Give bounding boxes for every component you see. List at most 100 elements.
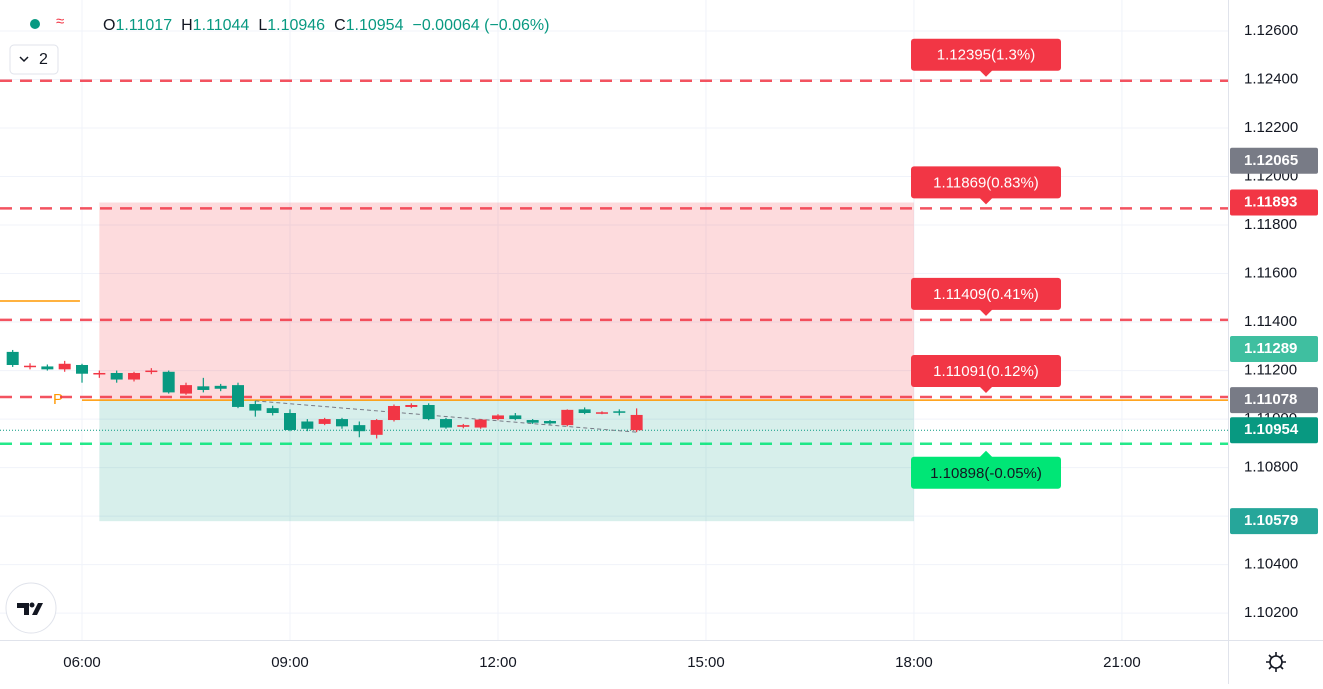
x-tick-label: 09:00 — [271, 654, 309, 671]
pivot-label: P — [53, 391, 63, 408]
candle-body — [128, 372, 141, 380]
y-tick-label: 1.10200 — [1244, 604, 1298, 621]
candle-body — [162, 371, 175, 393]
candle-body — [76, 364, 89, 374]
price-badge-label: 1.11289 — [1244, 340, 1297, 357]
settings-icon-teeth — [1266, 652, 1286, 672]
level-label-box — [911, 354, 1061, 387]
y-tick-label: 1.10800 — [1244, 459, 1298, 476]
candle-body — [180, 385, 193, 394]
candle-body — [613, 411, 626, 413]
price-badge — [1230, 387, 1318, 414]
candle-body — [578, 409, 591, 414]
chevron-icon — [19, 56, 29, 63]
price-badge-label: 1.10954 — [1244, 421, 1299, 438]
ohlc-key: O — [103, 17, 115, 34]
level-label-pointer — [979, 308, 993, 316]
candle-body — [630, 414, 643, 431]
level-label: 1.10898(-0.05%) — [930, 465, 1042, 482]
candle-body — [595, 412, 608, 414]
candle-body — [266, 408, 279, 414]
candle-body — [405, 405, 418, 407]
y-tick-label: 1.12600 — [1244, 22, 1298, 39]
candle-body — [145, 370, 158, 373]
level-label-pointer — [979, 385, 993, 393]
candle-body — [24, 365, 37, 368]
x-tick-label: 18:00 — [895, 654, 933, 671]
candle-body — [301, 421, 314, 429]
candle-body — [457, 425, 470, 427]
y-tick-label: 1.12400 — [1244, 71, 1298, 88]
price-badge — [1230, 147, 1318, 174]
ohlc-key: H — [181, 17, 193, 34]
x-tick-label: 12:00 — [479, 654, 517, 671]
candle-body — [283, 413, 296, 430]
price-badge — [1230, 335, 1318, 362]
change: −0.00064 (−0.06%) — [412, 17, 549, 34]
candle-body — [249, 404, 262, 411]
ohlc-value: 1.11044 — [193, 17, 250, 34]
level-label: 1.11409(0.41%) — [933, 286, 1039, 303]
price-badge-label: 1.11078 — [1244, 391, 1297, 408]
x-tick-label: 21:00 — [1103, 654, 1141, 671]
logo[interactable] — [17, 603, 43, 615]
collapse-button[interactable] — [9, 44, 59, 75]
price-badge — [1230, 417, 1318, 444]
candle-body — [214, 385, 227, 389]
status-dot — [30, 19, 40, 29]
trend-line — [255, 400, 637, 433]
candle-body — [58, 363, 71, 370]
candle-body — [474, 419, 487, 428]
y-tick-label: 1.11400 — [1244, 313, 1297, 330]
price-badge — [1230, 508, 1318, 535]
candle-body — [526, 420, 539, 423]
price-badge-label: 1.12065 — [1244, 152, 1298, 169]
ohlc-value: 1.10954 — [346, 17, 404, 34]
logo-dot — [29, 602, 35, 608]
candle-body — [41, 366, 54, 370]
level-label-box — [911, 277, 1061, 310]
y-tick-label: 1.11600 — [1244, 265, 1297, 282]
candle-body — [509, 415, 522, 420]
level-label: 1.11869(0.83%) — [933, 174, 1039, 191]
stop-zone — [99, 202, 914, 401]
candle-body — [197, 386, 210, 390]
candle-body — [370, 420, 383, 435]
ohlc-key: L — [258, 17, 267, 34]
indicator-count: 2 — [39, 51, 48, 68]
x-tick-label: 15:00 — [687, 654, 725, 671]
level-label: 1.11091(0.12%) — [933, 363, 1039, 380]
candle-body — [543, 421, 556, 424]
ohlc-key: C — [334, 17, 346, 34]
candle-body — [110, 372, 123, 380]
x-tick-label: 06:00 — [63, 654, 101, 671]
status-icon: ≈ — [56, 13, 64, 30]
level-label-box — [911, 166, 1061, 199]
candle-body — [93, 372, 106, 375]
price-badge-label: 1.11893 — [1244, 193, 1297, 210]
price-badge — [1230, 189, 1318, 216]
ohlc-value: 1.11017 — [115, 17, 172, 34]
logo-bg — [5, 582, 57, 634]
candle-body — [387, 405, 400, 421]
candle-body — [561, 409, 574, 426]
y-tick-label: 1.11800 — [1244, 216, 1297, 233]
candle-body — [335, 419, 348, 427]
candle-body — [318, 419, 331, 424]
candle-body — [491, 415, 504, 420]
level-label-pointer — [979, 69, 993, 77]
level-label-box — [911, 456, 1061, 489]
level-label-pointer — [979, 197, 993, 205]
level-label-box — [911, 38, 1061, 71]
y-tick-label: 1.12200 — [1244, 119, 1298, 136]
price-badge-label: 1.10579 — [1244, 512, 1298, 529]
candle-body — [439, 419, 452, 428]
candle-body — [353, 425, 366, 432]
y-tick-label: 1.11200 — [1244, 362, 1297, 379]
level-label-pointer — [979, 450, 993, 458]
level-label: 1.12395(1.3%) — [937, 47, 1035, 64]
ohlc-value: 1.10946 — [267, 17, 325, 34]
